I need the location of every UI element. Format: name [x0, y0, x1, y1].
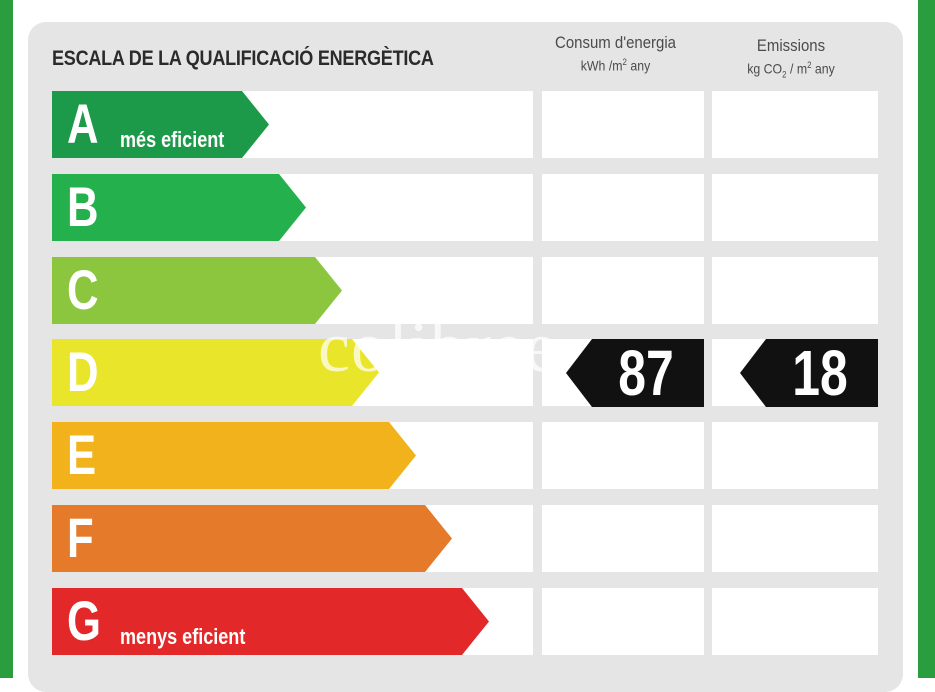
- rating-value: 87: [618, 337, 674, 409]
- grade-letter: G: [67, 589, 101, 652]
- grade-letter: C: [67, 258, 99, 321]
- row-cell-emissions: [712, 588, 878, 655]
- grade-letter: D: [67, 340, 99, 403]
- row-cell-emissions: [712, 505, 878, 572]
- emissions-rating-tag: 18: [740, 339, 878, 407]
- grade-letter: F: [67, 506, 94, 569]
- row-cell-emissions: [712, 422, 878, 489]
- grade-arrow-d: D: [52, 339, 379, 406]
- row-cell-energy: [542, 91, 704, 158]
- right-frame-border: [918, 0, 935, 678]
- grade-arrow-e: E: [52, 422, 416, 489]
- rating-value: 18: [792, 337, 848, 409]
- emissions-header: Emissions kg CO2 / m2 any: [712, 36, 870, 79]
- energy-consumption-unit: kWh /m2 any: [580, 57, 651, 74]
- emissions-title: Emissions: [756, 36, 826, 55]
- energy-consumption-title: Consum d'energia: [555, 33, 676, 52]
- scale-title: ESCALA DE LA QUALIFICACIÓ ENERGÈTICA: [52, 47, 434, 70]
- row-cell-energy: [542, 588, 704, 655]
- row-cell-emissions: [712, 174, 878, 241]
- row-cell-emissions: [712, 257, 878, 324]
- grade-arrow-b: B: [52, 174, 306, 241]
- row-cell-energy: [542, 174, 704, 241]
- grade-letter: B: [67, 175, 99, 238]
- grade-sublabel: més eficient: [120, 127, 225, 152]
- energy-rating-tag: 87: [566, 339, 704, 407]
- grade-sublabel: menys eficient: [120, 624, 246, 649]
- row-cell-energy: [542, 422, 704, 489]
- grade-arrow-f: F: [52, 505, 452, 572]
- row-cell-emissions: [712, 91, 878, 158]
- row-cell-energy: [542, 505, 704, 572]
- left-frame-border: [0, 0, 13, 678]
- row-cell-energy: [542, 257, 704, 324]
- grade-letter: A: [67, 92, 99, 155]
- energy-consumption-header: Consum d'energia kWh /m2 any: [541, 33, 690, 74]
- grade-letter: E: [67, 423, 97, 486]
- emissions-unit: kg CO2 / m2 any: [747, 60, 835, 80]
- grade-arrow-c: C: [52, 257, 342, 324]
